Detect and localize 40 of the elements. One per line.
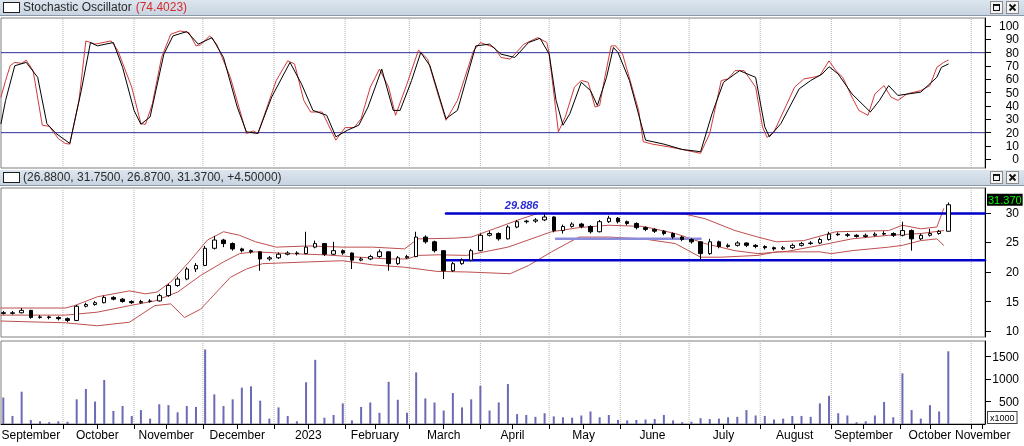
y-tick-label: 25 — [1005, 235, 1020, 250]
x-tick-label: September — [1, 428, 61, 442]
y-tick-label: 10 — [1005, 139, 1020, 153]
x-tick-label: April — [500, 428, 525, 442]
x-tick-label: December — [209, 428, 265, 442]
x-tick-label: October — [908, 428, 952, 442]
y-tick-label: 100 — [998, 19, 1020, 33]
y-tick-label: 15 — [1005, 294, 1020, 309]
chart-title: (26.8800, 31.7500, 26.8700, 31.3700, +4.50000) — [23, 170, 282, 184]
y-tick-label: 30 — [1005, 112, 1020, 127]
y-tick-label: 80 — [1005, 45, 1020, 60]
x-tick-label: March — [427, 428, 461, 442]
y-tick-label: 1500 — [992, 349, 1020, 364]
y-tick-label: 20 — [1005, 264, 1020, 279]
y-tick-label: 90 — [1005, 32, 1020, 47]
y-tick-label: 30 — [1005, 205, 1020, 220]
x-tick-label: August — [775, 428, 814, 442]
x-tick-label: November — [955, 428, 1011, 442]
x-tick-label: 2023 — [295, 428, 323, 442]
x-tick-label: February — [350, 428, 399, 442]
x-tick-label: June — [639, 428, 666, 442]
x-tick-label: November — [138, 428, 194, 442]
y-tick-label: 20 — [1005, 125, 1020, 140]
x-tick-label: September — [834, 428, 893, 442]
y-axis-title: x1000 — [990, 412, 1015, 423]
x-tick-label: July — [712, 428, 735, 442]
y-tick-label: 60 — [1005, 72, 1020, 87]
y-tick-label: 0 — [1012, 152, 1020, 167]
chart-subtitle: (74.4023) — [135, 0, 188, 14]
y-tick-label: 10 — [1005, 324, 1020, 339]
x-tick-label: May — [572, 428, 595, 442]
text: 31.370 — [988, 194, 1022, 207]
y-tick-label: 1000 — [992, 372, 1020, 387]
y-tick-label: 70 — [1005, 59, 1020, 73]
y-tick-label: 40 — [1005, 99, 1020, 113]
y-tick-label: 500 — [998, 394, 1020, 409]
y-tick-label: 50 — [1005, 85, 1020, 100]
chart-title: Stochastic Oscillator — [23, 0, 132, 14]
x-tick-label: October — [75, 428, 119, 442]
annotation: 29.886 — [503, 199, 540, 212]
